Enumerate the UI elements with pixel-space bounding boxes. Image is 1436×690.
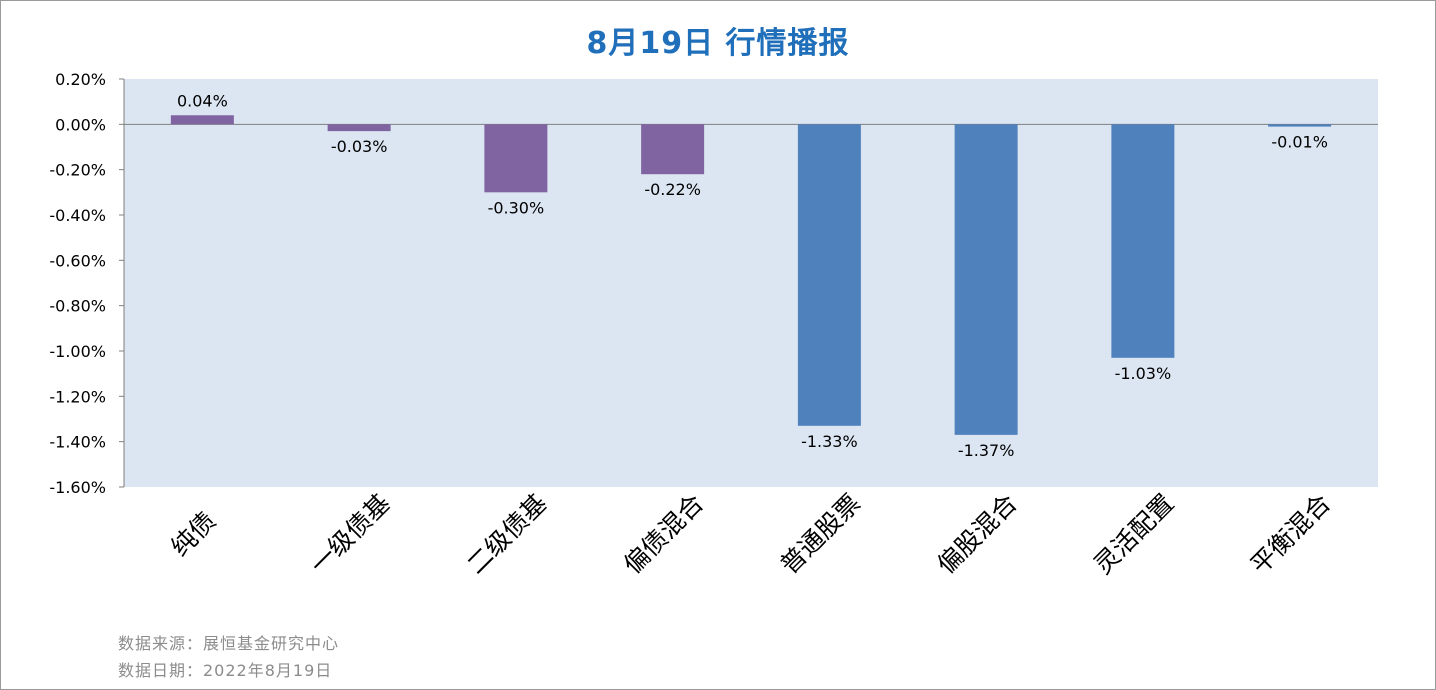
y-tick-label: -1.20% (49, 387, 106, 406)
bar (484, 124, 548, 193)
x-category-label: 偏股混合 (932, 488, 1023, 579)
data-label: -0.30% (488, 198, 545, 217)
y-tick-label: -0.80% (49, 297, 106, 316)
y-tick-label: -0.20% (49, 161, 106, 180)
y-tick-label: -1.40% (49, 433, 106, 452)
y-tick-label: 0.20% (55, 70, 106, 89)
y-tick-label: 0.00% (55, 115, 106, 134)
bar (641, 124, 705, 175)
bar (1268, 124, 1332, 127)
x-category-label: 一级债基 (305, 488, 396, 579)
data-label: -0.22% (644, 180, 701, 199)
data-date-note: 数据日期：2022年8月19日 (118, 661, 333, 680)
data-label: -0.03% (331, 137, 388, 156)
data-label: -0.01% (1271, 133, 1328, 152)
chart-title: 8月19日 行情播报 (586, 26, 850, 61)
x-category-label: 纯债 (165, 506, 221, 562)
y-tick-label: -0.60% (49, 251, 106, 270)
x-category-label: 灵活配置 (1088, 488, 1179, 579)
x-category-label: 平衡混合 (1245, 488, 1336, 579)
y-tick-label: -1.60% (49, 478, 106, 497)
x-category-label: 普通股票 (775, 488, 866, 579)
bar (1111, 124, 1175, 358)
x-category-label: 二级债基 (461, 488, 552, 579)
bar (327, 124, 391, 132)
y-tick-label: -0.40% (49, 206, 106, 225)
data-label: -1.03% (1115, 364, 1172, 383)
data-label: -1.33% (801, 432, 858, 451)
data-label: 0.04% (177, 91, 228, 110)
y-tick-label: -1.00% (49, 342, 106, 361)
bar (170, 115, 234, 125)
data-label: -1.37% (958, 441, 1015, 460)
x-category-label: 偏债混合 (618, 488, 709, 579)
data-source-note: 数据来源：展恒基金研究中心 (118, 634, 340, 653)
bar (797, 124, 861, 426)
plot-area (124, 79, 1378, 487)
bar (954, 124, 1018, 435)
